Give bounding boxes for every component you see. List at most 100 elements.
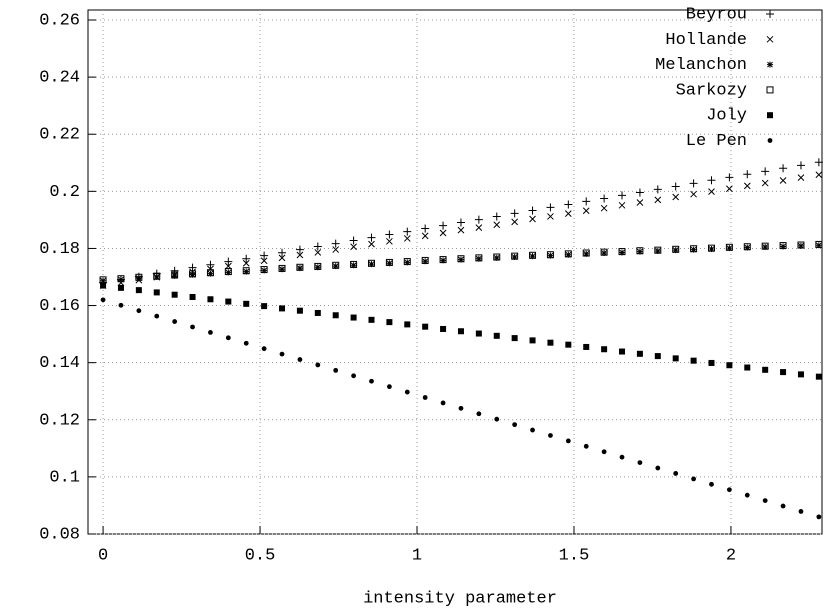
data-point bbox=[386, 237, 393, 245]
data-point bbox=[439, 229, 447, 237]
data-point bbox=[386, 260, 393, 267]
data-point bbox=[332, 263, 339, 270]
data-point bbox=[565, 341, 572, 348]
data-point bbox=[493, 254, 500, 261]
data-point bbox=[368, 316, 375, 323]
data-point bbox=[367, 233, 376, 242]
legend-marker bbox=[767, 112, 773, 119]
legend-label: Joly bbox=[706, 107, 747, 126]
data-point bbox=[582, 249, 590, 257]
data-point bbox=[671, 182, 680, 191]
x-tick-label: 2 bbox=[726, 546, 736, 565]
data-point bbox=[422, 323, 429, 330]
data-point bbox=[440, 325, 447, 332]
data-point bbox=[725, 173, 734, 182]
data-point bbox=[619, 454, 625, 460]
data-point bbox=[117, 279, 125, 287]
data-point bbox=[154, 313, 160, 319]
data-point bbox=[296, 263, 304, 271]
data-point bbox=[224, 268, 232, 276]
data-point bbox=[279, 305, 286, 312]
legend-marker bbox=[766, 86, 774, 94]
data-point bbox=[726, 487, 732, 493]
data-point bbox=[512, 422, 518, 428]
data-point bbox=[691, 476, 696, 482]
data-point bbox=[725, 243, 733, 251]
data-point bbox=[529, 337, 536, 344]
data-point bbox=[618, 248, 626, 256]
data-point bbox=[225, 298, 232, 305]
data-point bbox=[385, 230, 394, 239]
data-point bbox=[456, 218, 465, 227]
data-point bbox=[637, 460, 643, 466]
data-point bbox=[206, 269, 214, 277]
data-point bbox=[654, 246, 662, 254]
data-point bbox=[636, 248, 643, 255]
data-point bbox=[743, 243, 751, 251]
data-point bbox=[439, 221, 448, 230]
data-point bbox=[421, 224, 430, 233]
data-point bbox=[510, 209, 519, 218]
data-point bbox=[190, 324, 195, 330]
data-point bbox=[762, 498, 768, 503]
data-point bbox=[814, 158, 823, 167]
data-point bbox=[816, 514, 822, 520]
data-point bbox=[761, 167, 770, 176]
data-point bbox=[171, 291, 178, 298]
legend-marker bbox=[767, 138, 773, 143]
data-point bbox=[403, 227, 412, 236]
data-point bbox=[673, 471, 679, 476]
data-point bbox=[797, 371, 804, 378]
legend-label: Sarkozy bbox=[676, 81, 747, 100]
data-point bbox=[564, 250, 572, 258]
data-point bbox=[779, 242, 787, 250]
data-point bbox=[744, 364, 751, 371]
data-point bbox=[261, 303, 268, 310]
data-point bbox=[761, 242, 769, 250]
data-point bbox=[295, 245, 304, 254]
data-point bbox=[797, 241, 805, 249]
data-point bbox=[493, 221, 501, 229]
data-point bbox=[278, 264, 286, 272]
data-point bbox=[386, 319, 393, 326]
data-point bbox=[708, 359, 715, 366]
data-point bbox=[619, 249, 626, 256]
data-point bbox=[744, 492, 750, 498]
data-point bbox=[654, 353, 661, 360]
data-point bbox=[457, 226, 465, 234]
data-point bbox=[779, 164, 788, 173]
data-point bbox=[440, 400, 446, 406]
data-point bbox=[690, 190, 697, 198]
data-point bbox=[278, 254, 286, 262]
data-point bbox=[564, 200, 573, 209]
data-point bbox=[117, 276, 124, 283]
data-point bbox=[709, 481, 714, 487]
data-point bbox=[332, 312, 339, 319]
data-point bbox=[618, 191, 627, 200]
data-point bbox=[762, 366, 769, 373]
data-point bbox=[601, 346, 608, 353]
data-point bbox=[260, 257, 268, 265]
data-point bbox=[135, 287, 142, 294]
data-point bbox=[224, 257, 233, 266]
data-point bbox=[707, 176, 716, 185]
data-point bbox=[600, 194, 609, 203]
data-point bbox=[726, 362, 733, 369]
legend-marker bbox=[766, 35, 774, 43]
data-point bbox=[565, 438, 571, 444]
data-point bbox=[493, 332, 500, 339]
data-point bbox=[582, 207, 590, 215]
data-point bbox=[171, 271, 179, 279]
y-tick-label: 0.22 bbox=[39, 126, 80, 145]
y-tick-label: 0.24 bbox=[39, 69, 80, 88]
data-point bbox=[601, 449, 607, 455]
data-point bbox=[278, 248, 287, 257]
data-point bbox=[118, 302, 124, 308]
data-point bbox=[654, 248, 661, 255]
data-point bbox=[547, 213, 554, 220]
data-point bbox=[458, 405, 464, 411]
data-point bbox=[296, 251, 304, 259]
data-point bbox=[207, 270, 214, 277]
data-point bbox=[314, 309, 321, 316]
